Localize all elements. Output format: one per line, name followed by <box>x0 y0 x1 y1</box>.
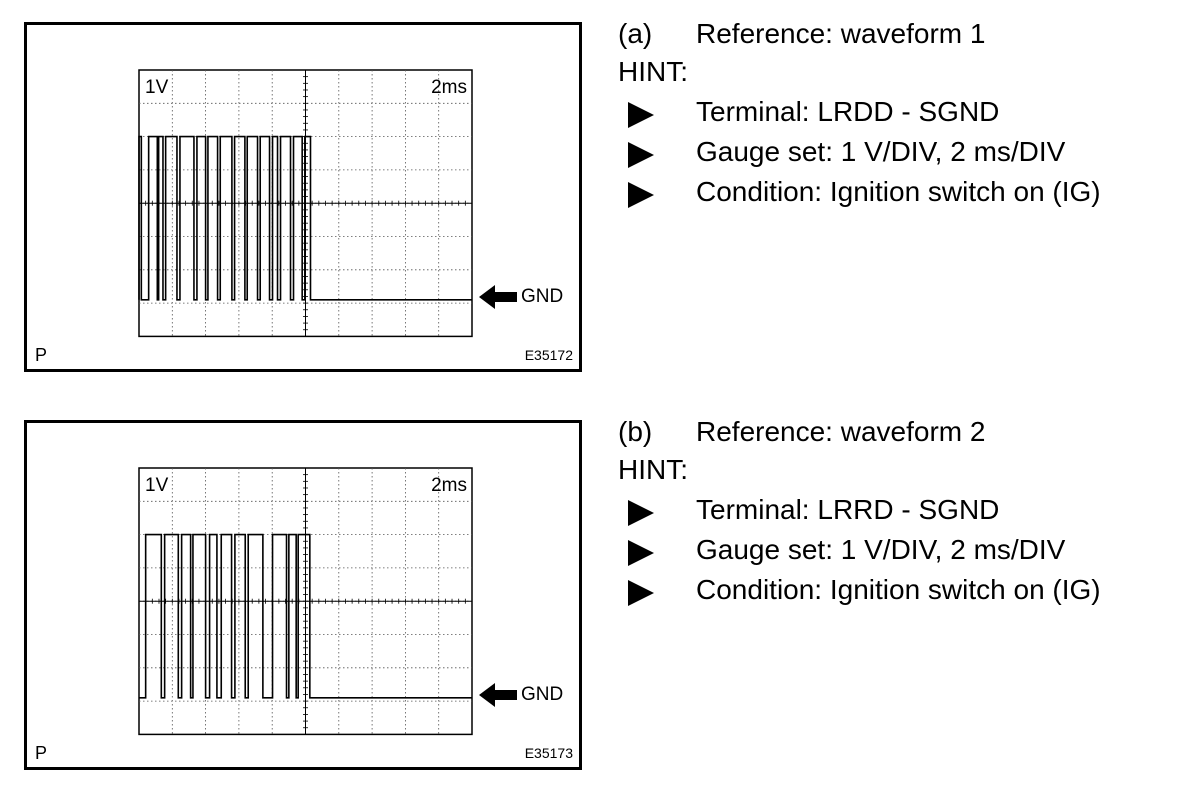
hint-heading: HINT: <box>618 56 688 87</box>
volt-per-div-label: 1V <box>145 475 169 496</box>
bullet-text: Terminal: LRDD - SGND <box>696 96 1000 127</box>
reference-tag: (a) <box>618 18 653 49</box>
panel-a: 1V 2ms GND P E35172 (a) Reference: wavefo… <box>24 16 1188 372</box>
time-per-div-label: 2ms <box>431 475 467 496</box>
gnd-marker: GND <box>479 683 563 707</box>
waveform-trace <box>139 533 472 699</box>
oscilloscope-screen <box>138 467 473 736</box>
triangle-bullet-icon <box>628 580 654 606</box>
triangle-bullet-icon <box>628 142 654 168</box>
figure-code: E35172 <box>524 347 573 363</box>
bullet-item: Gauge set: 1 V/DIV, 2 ms/DIV <box>618 132 1188 172</box>
corner-mark: P <box>35 743 48 763</box>
reference-line: (b) Reference: waveform 2 <box>618 414 1188 450</box>
left-arrow-icon <box>479 683 517 707</box>
waveform-info: (b) Reference: waveform 2 HINT: Terminal:… <box>618 414 1188 610</box>
oscilloscope-screen <box>138 69 473 338</box>
corner-mark: P <box>35 345 48 365</box>
waveform-trace <box>138 135 472 301</box>
triangle-bullet-icon <box>628 500 654 526</box>
bullet-item: Terminal: LRRD - SGND <box>618 490 1188 530</box>
gnd-label: GND <box>521 684 564 705</box>
hint-heading: HINT: <box>618 454 688 485</box>
time-per-div-label: 2ms <box>431 77 467 98</box>
bullet-item: Terminal: LRDD - SGND <box>618 92 1188 132</box>
bullet-text: Condition: Ignition switch on (IG) <box>696 176 1101 207</box>
reference-text: Reference: waveform 1 <box>696 18 986 49</box>
triangle-bullet-icon <box>628 102 654 128</box>
bullet-item: Condition: Ignition switch on (IG) <box>618 172 1188 212</box>
bullet-text: Gauge set: 1 V/DIV, 2 ms/DIV <box>696 136 1066 167</box>
waveform-info: (a) Reference: waveform 1 HINT: Terminal:… <box>618 16 1188 212</box>
bullet-text: Terminal: LRRD - SGND <box>696 494 1000 525</box>
figure-code: E35173 <box>524 745 573 761</box>
bullet-item: Gauge set: 1 V/DIV, 2 ms/DIV <box>618 530 1188 570</box>
reference-tag: (b) <box>618 416 653 447</box>
oscilloscope-figure: 1V 2ms GND P E35173 <box>24 420 582 770</box>
panel-b: 1V 2ms GND P E35173 (b) Reference: wavefo… <box>0 398 1200 796</box>
bullet-item: Condition: Ignition switch on (IG) <box>618 570 1188 610</box>
gnd-marker: GND <box>479 285 563 309</box>
triangle-bullet-icon <box>628 540 654 566</box>
reference-line: (a) Reference: waveform 1 <box>618 16 1188 52</box>
bullet-text: Gauge set: 1 V/DIV, 2 ms/DIV <box>696 534 1066 565</box>
gnd-label: GND <box>521 286 564 307</box>
triangle-bullet-icon <box>628 182 654 208</box>
bullet-text: Condition: Ignition switch on (IG) <box>696 574 1101 605</box>
oscilloscope-figure: 1V 2ms GND P E35172 <box>24 22 582 372</box>
volt-per-div-label: 1V <box>145 77 169 98</box>
reference-text: Reference: waveform 2 <box>696 416 986 447</box>
left-arrow-icon <box>479 285 517 309</box>
